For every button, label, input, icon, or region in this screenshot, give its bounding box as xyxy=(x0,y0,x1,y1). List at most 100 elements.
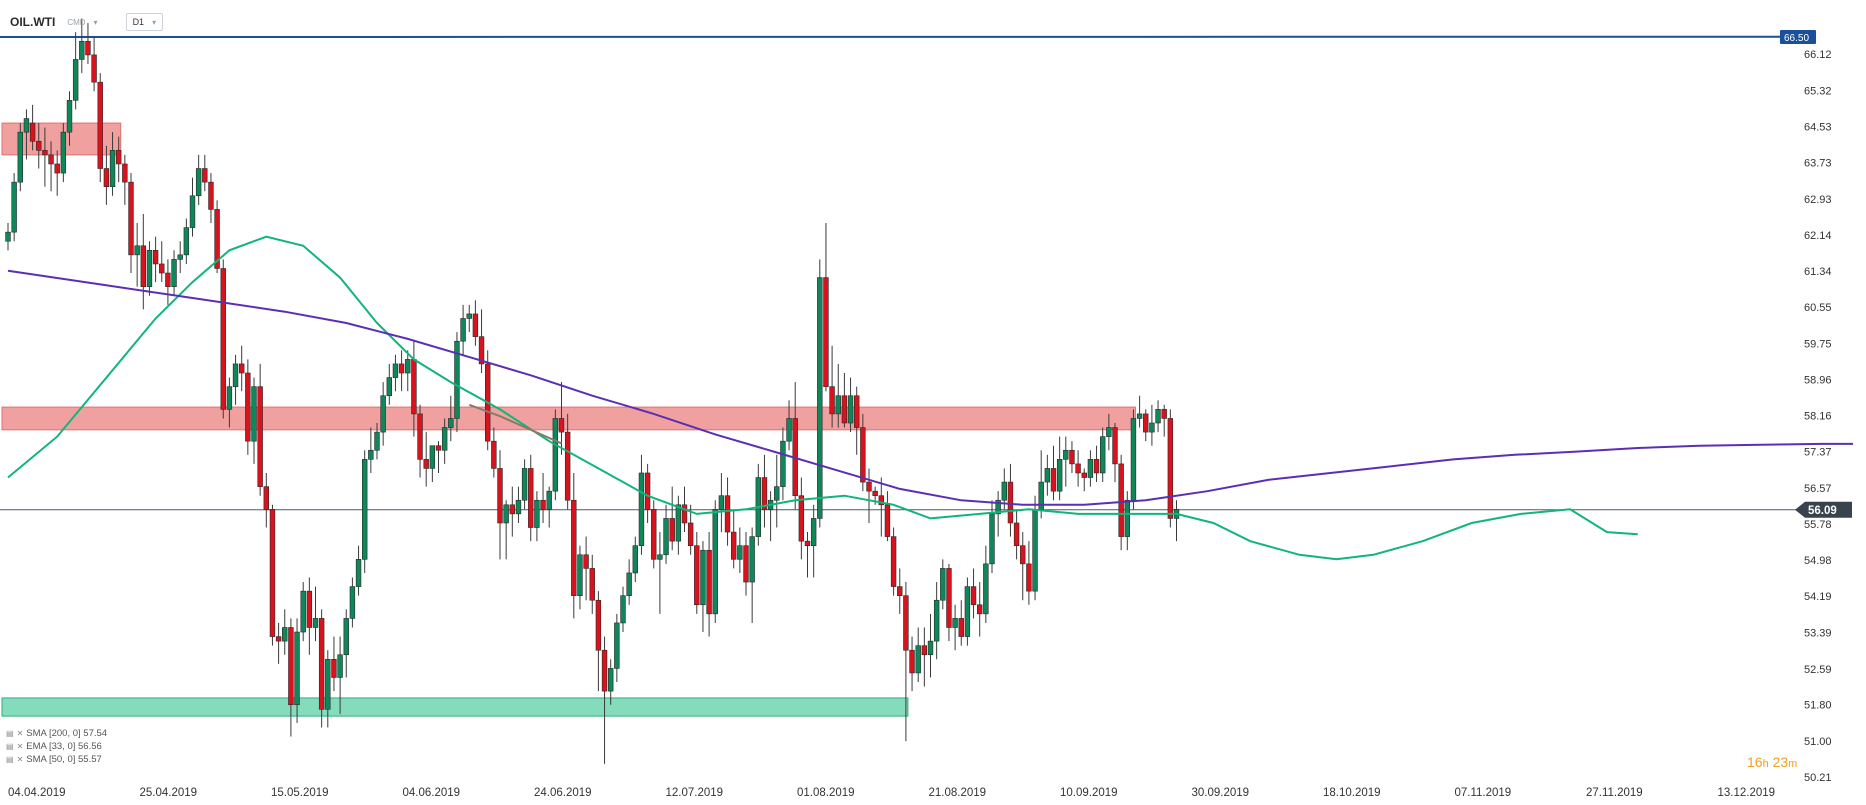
candle-body xyxy=(122,163,128,183)
candle-body xyxy=(743,545,749,583)
y-axis-tick-label: 54.19 xyxy=(1804,591,1832,603)
candle-body xyxy=(620,595,626,624)
close-icon[interactable]: ✕ xyxy=(16,755,24,764)
y-axis-tick-label: 61.34 xyxy=(1804,266,1832,278)
candle-body xyxy=(903,595,909,651)
candle-body xyxy=(1050,468,1057,492)
candle-body xyxy=(1106,427,1112,437)
candle-body xyxy=(491,440,497,469)
instrument-symbol[interactable]: OIL.WTI xyxy=(10,15,56,29)
candle-body xyxy=(1044,468,1051,483)
candle-body xyxy=(835,395,841,415)
settings-icon[interactable]: ▤ xyxy=(6,755,14,764)
candle-body xyxy=(374,431,380,451)
candle-body xyxy=(509,504,515,515)
candle-body xyxy=(263,486,269,510)
indicator-sma50[interactable]: ▤ ✕ SMA [50, 0] 55.57 xyxy=(6,753,107,766)
x-axis-tick-label: 30.09.2019 xyxy=(1192,787,1250,799)
timeframe-select[interactable]: D1 ▾ xyxy=(125,13,164,31)
candle-body xyxy=(1087,459,1094,478)
candle-body xyxy=(337,654,343,678)
candle-body xyxy=(546,490,552,510)
candle-body xyxy=(343,618,349,656)
candle-body xyxy=(915,645,921,674)
candle-body xyxy=(1136,413,1143,419)
candle-body xyxy=(1093,459,1100,474)
candle-body xyxy=(109,150,116,187)
y-axis-tick-label: 63.73 xyxy=(1804,158,1832,170)
instrument-type: CMD xyxy=(67,17,86,27)
level-price-badge xyxy=(1780,30,1816,44)
candle-body xyxy=(995,499,1001,515)
candle-body xyxy=(687,522,694,546)
candle-body xyxy=(577,554,583,596)
candle-body xyxy=(632,545,639,574)
candle-body xyxy=(251,386,257,442)
candle-body xyxy=(940,568,946,601)
sma200-line xyxy=(7,269,1853,506)
candle-body xyxy=(614,622,620,669)
candle-body xyxy=(29,122,36,142)
close-icon[interactable]: ✕ xyxy=(16,729,24,738)
candle-body xyxy=(595,599,602,651)
y-axis-tick-label: 58.16 xyxy=(1804,411,1832,423)
candle-body xyxy=(1155,409,1161,424)
candle-body xyxy=(552,418,559,492)
x-axis-tick-label: 25.04.2019 xyxy=(140,787,198,799)
settings-icon[interactable]: ▤ xyxy=(6,729,14,738)
candle-body xyxy=(159,263,165,274)
candle-body xyxy=(386,377,392,397)
candle-body xyxy=(423,459,429,469)
candle-body xyxy=(878,495,885,506)
indicator-label: SMA [200, 0] 57.54 xyxy=(26,728,108,739)
indicator-sma200[interactable]: ▤ ✕ SMA [200, 0] 57.54 xyxy=(6,727,107,740)
candle-body xyxy=(534,499,540,528)
candle-body xyxy=(1063,449,1069,460)
candle-body xyxy=(644,472,651,510)
candle-body xyxy=(36,140,42,151)
candle-body xyxy=(730,531,737,560)
y-axis-tick-label: 58.96 xyxy=(1804,374,1832,386)
x-axis-tick-label: 18.10.2019 xyxy=(1323,787,1381,799)
candle-body xyxy=(116,150,122,165)
candle-body xyxy=(183,227,190,256)
y-axis-tick-label: 56.57 xyxy=(1804,483,1832,495)
candle-body xyxy=(1020,545,1026,565)
candle-body xyxy=(970,586,977,606)
candle-body xyxy=(398,363,405,374)
y-axis-tick-label: 64.53 xyxy=(1804,121,1832,133)
candle-body xyxy=(897,586,903,596)
chevron-down-icon: ▾ xyxy=(152,17,157,27)
candle-body xyxy=(392,363,399,378)
candle-body xyxy=(1118,463,1124,537)
x-axis-tick-label: 13.12.2019 xyxy=(1718,787,1776,799)
candle-body xyxy=(103,168,110,187)
candle-body xyxy=(866,481,872,492)
candle-body xyxy=(312,618,319,628)
candle-body xyxy=(239,363,245,374)
candle-body xyxy=(564,431,571,501)
candle-body xyxy=(601,649,608,692)
candle-body xyxy=(515,499,522,515)
candle-body xyxy=(318,618,325,710)
candle-body xyxy=(927,640,934,656)
candle-body xyxy=(288,627,294,706)
y-axis-tick-label: 52.59 xyxy=(1804,664,1832,676)
candle-body xyxy=(411,359,417,415)
current-price-badge xyxy=(1795,501,1852,518)
candle-body xyxy=(1032,509,1038,592)
candle-body xyxy=(651,509,657,560)
candle-body xyxy=(417,413,423,460)
candle-body xyxy=(1124,499,1131,537)
close-icon[interactable]: ✕ xyxy=(16,742,24,751)
candle-body xyxy=(946,568,952,628)
symbol-dropdown-icon[interactable]: ▾ xyxy=(93,17,98,27)
candle-body xyxy=(349,586,356,619)
candle-body xyxy=(952,618,958,628)
indicator-ema33[interactable]: ▤ ✕ EMA [33, 0] 56.56 xyxy=(6,740,107,753)
countdown-hours-unit: h xyxy=(1762,758,1769,770)
settings-icon[interactable]: ▤ xyxy=(6,742,14,751)
candle-body xyxy=(245,372,251,442)
candle-body xyxy=(718,495,725,510)
